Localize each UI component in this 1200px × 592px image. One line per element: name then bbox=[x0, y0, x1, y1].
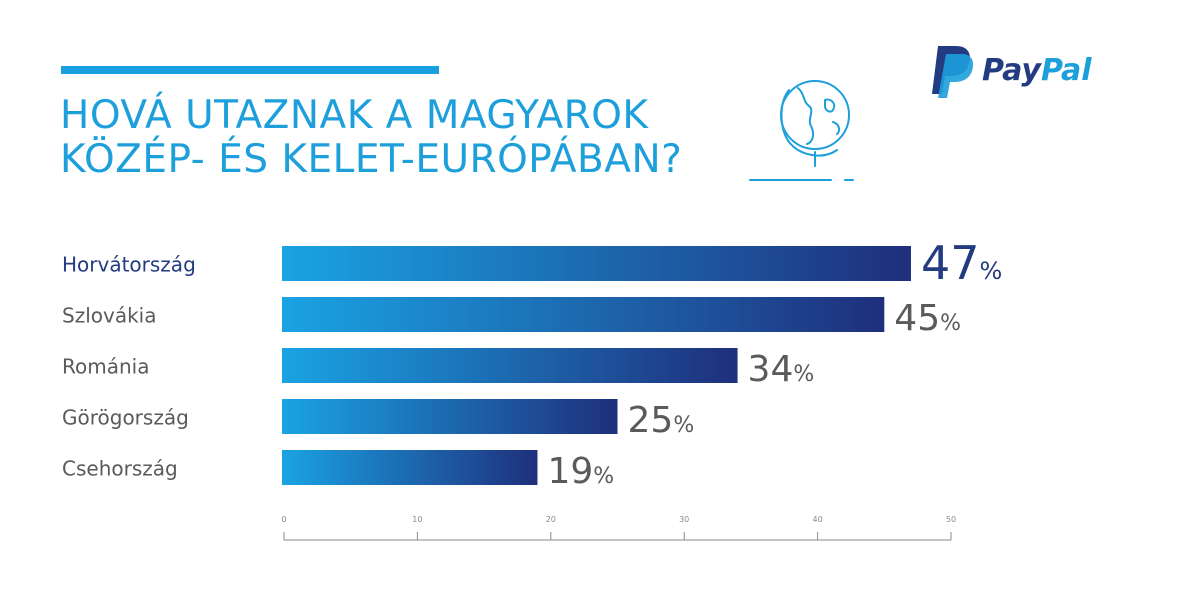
brand-name-part-2: Pal bbox=[1040, 52, 1092, 88]
bar bbox=[282, 450, 538, 485]
value-label: 25% bbox=[628, 400, 695, 441]
title-line-2: KÖZÉP- ÉS KELET-EURÓPÁBAN? bbox=[60, 137, 683, 182]
x-tick-label: 20 bbox=[546, 515, 556, 524]
x-tick-label: 0 bbox=[281, 515, 286, 524]
category-label: Csehország bbox=[62, 457, 178, 481]
bar bbox=[282, 348, 738, 383]
title-line-1: HOVÁ UTAZNAK A MAGYAROK bbox=[60, 93, 649, 138]
paypal-logo: PayPal bbox=[930, 40, 1092, 100]
page-title: HOVÁ UTAZNAK A MAGYAROK KÖZÉP- ÉS KELET-… bbox=[60, 94, 682, 182]
category-label: Románia bbox=[62, 355, 149, 379]
title-accent-rule bbox=[61, 66, 439, 74]
value-label: 34% bbox=[748, 349, 815, 390]
brand-name-part-1: Pay bbox=[982, 52, 1041, 88]
bar bbox=[282, 297, 885, 332]
value-label: 45% bbox=[894, 298, 961, 339]
globe-icon bbox=[749, 80, 854, 181]
category-label: Horvátország bbox=[62, 253, 196, 277]
x-tick-label: 10 bbox=[412, 515, 422, 524]
category-label: Görögország bbox=[62, 406, 189, 430]
x-tick-label: 50 bbox=[946, 515, 956, 524]
value-label: 19% bbox=[547, 451, 614, 492]
bar bbox=[282, 246, 911, 281]
paypal-logo-icon bbox=[932, 46, 974, 98]
value-label: 47% bbox=[921, 236, 1002, 290]
paypal-wordmark: PayPal bbox=[982, 53, 1092, 88]
x-tick-label: 40 bbox=[813, 515, 823, 524]
category-label: Szlovákia bbox=[62, 304, 156, 328]
bar bbox=[282, 399, 618, 434]
x-tick-label: 30 bbox=[679, 515, 689, 524]
